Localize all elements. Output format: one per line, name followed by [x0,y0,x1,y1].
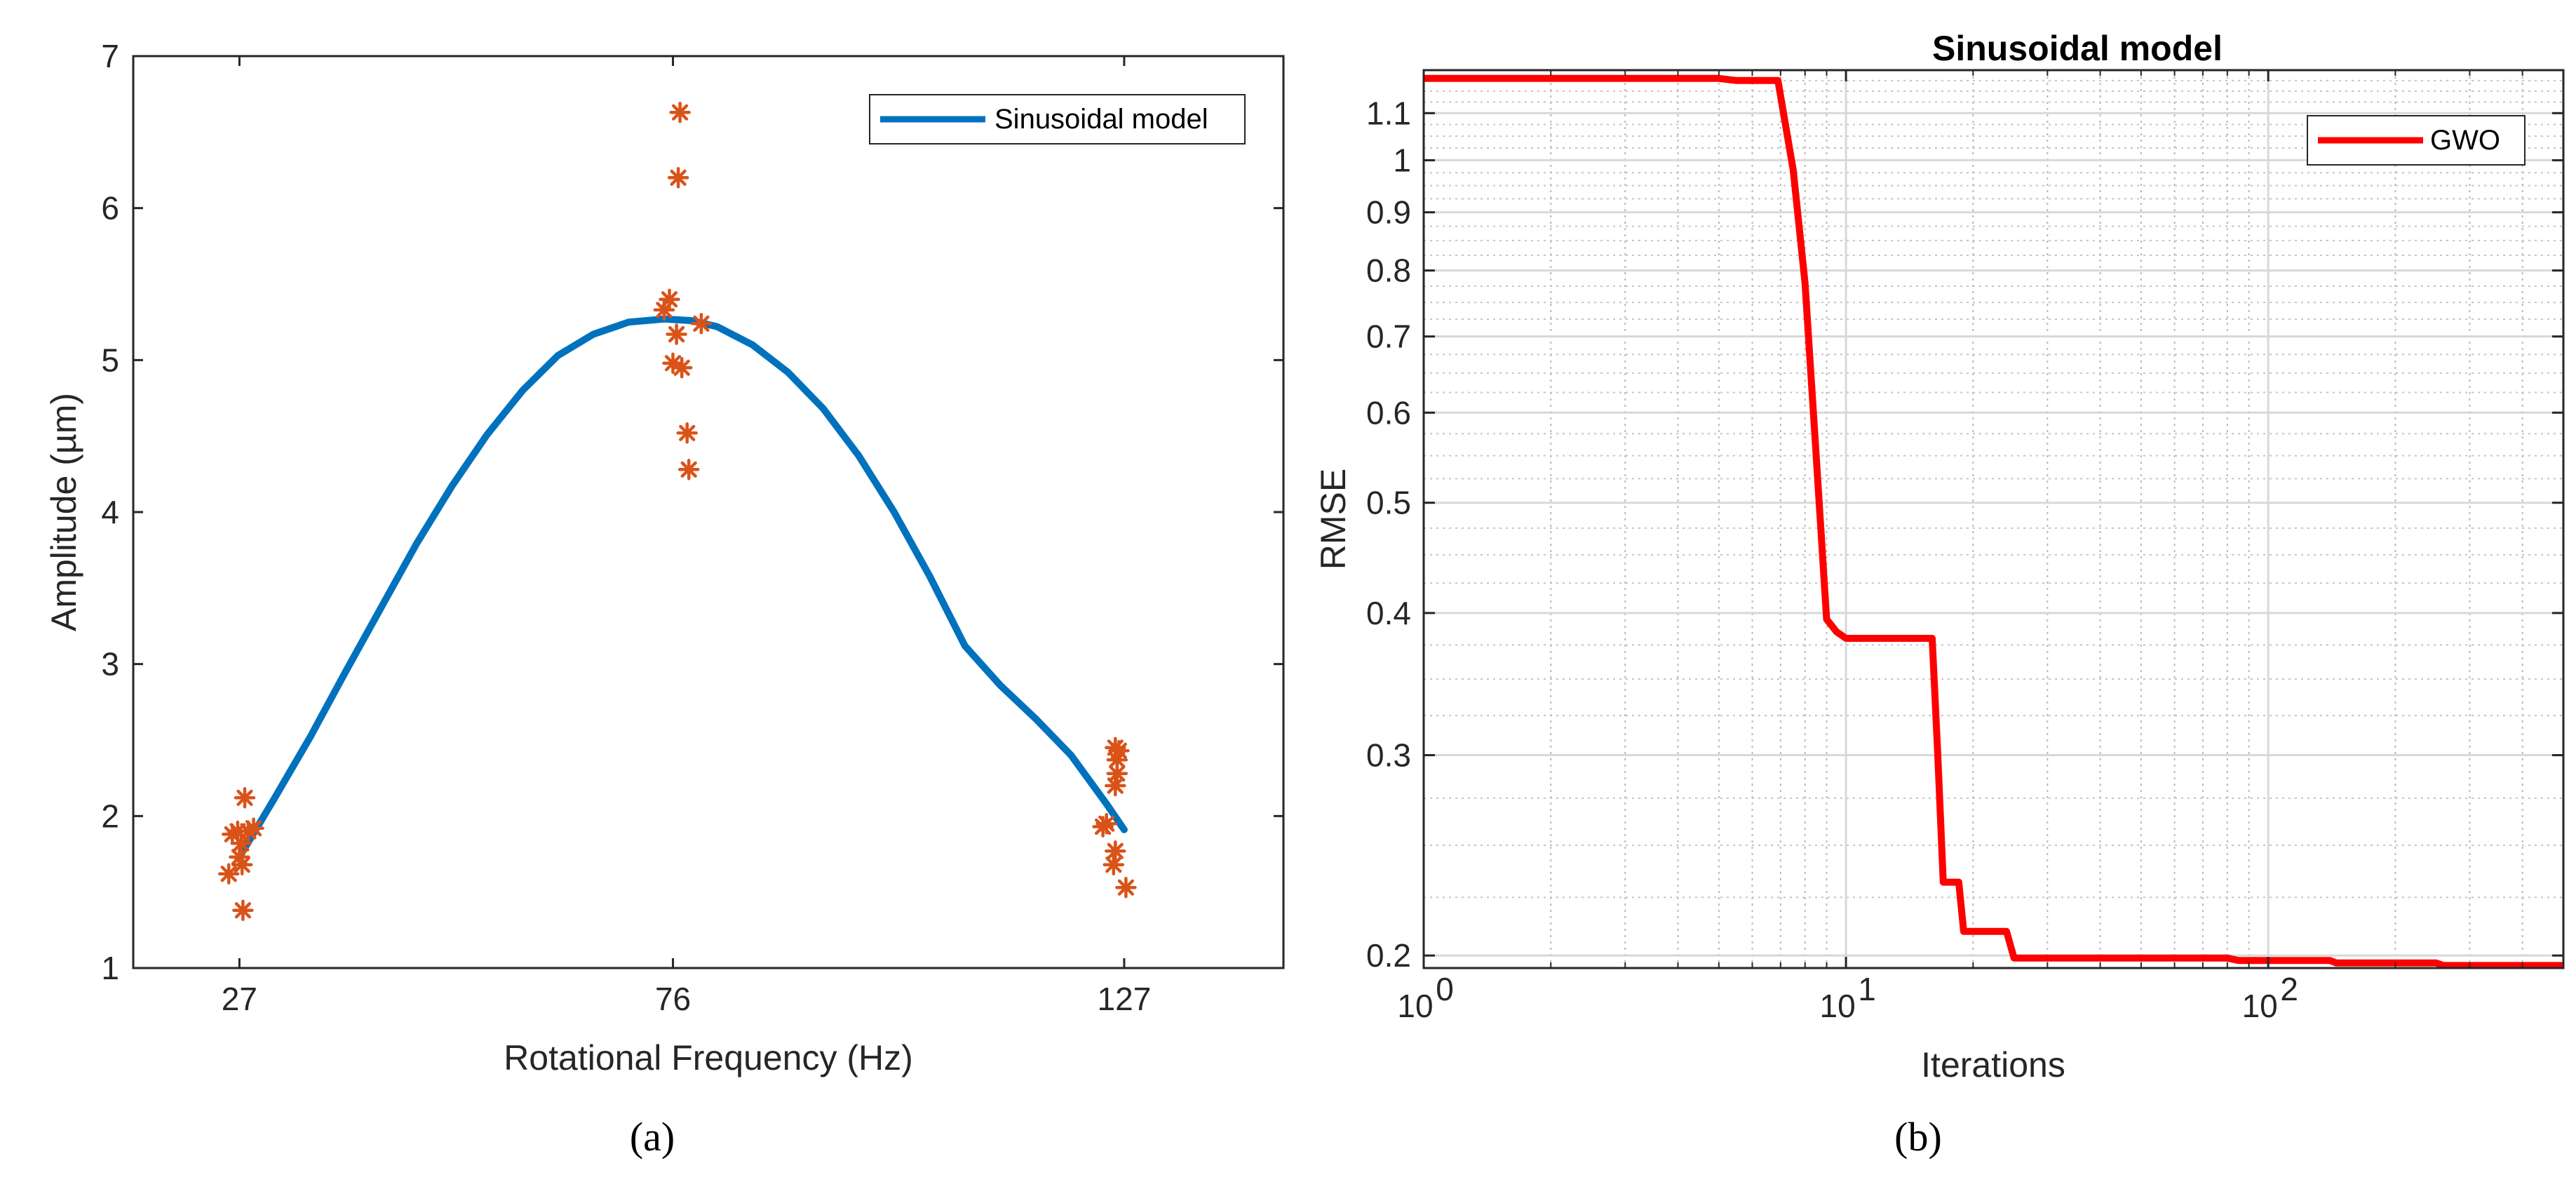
panel-a-data-point [232,899,254,921]
panel-a-data-point-stroke [693,315,710,332]
panel-a-data-point-stroke [668,325,685,343]
panel-a-data-point [217,863,240,885]
panel-b-ytick-label: 0.8 [1366,253,1411,289]
panel-b-ytick-label: 1.1 [1366,95,1411,131]
panel-a-data-point [1095,812,1117,835]
panel-a-data-point-stroke [664,355,682,372]
panel-a-data-point-stroke [671,104,689,121]
panel-b-axes-box [1422,69,2565,969]
panel-a-data-point-stroke [1109,765,1126,782]
panel-b-ytick-label: 0.4 [1366,595,1411,631]
panel-a-caption: (a) [630,1114,675,1160]
panel-a-ytick-label: 7 [101,38,119,74]
panel-a-ytick-label: 1 [101,950,119,986]
panel-a-data-point-stroke [680,461,697,478]
panel-a-data-point [231,854,253,875]
panel-a-ylabel: Amplitude (µm) [44,393,83,631]
panel-b-legend: GWO [2307,115,2526,166]
panel-a-data-point [670,356,693,379]
panel-a-data-point [676,422,698,444]
panel-a-data-point-stroke [670,169,687,186]
panel-a-ytick-label: 2 [101,798,119,834]
panel-a-data-point-stroke [1105,857,1122,873]
panel-a-data-point-stroke [661,291,678,308]
panel-a-legend-label: Sinusoidal model [994,104,1208,135]
panel-a-data-point-stroke [245,820,262,837]
panel-a-data-point [667,167,689,189]
panel-a-xtick-label: 27 [222,981,257,1017]
panel-a-axes-box [132,55,1285,969]
panel-b-caption: (b) [1894,1114,1942,1160]
panel-a-data-point [230,833,252,854]
panel-a-legend: Sinusoidal model [869,94,1246,145]
panel-b-xlabel: Iterations [1921,1045,2065,1084]
panel-b-ytick-label: 0.5 [1366,485,1411,521]
panel-a-data-point-stroke [1110,742,1128,759]
panel-a-ytick-label: 5 [101,342,119,378]
panel-b-xtick-exponent: 2 [2280,971,2298,1007]
panel-b-ytick-label: 0.3 [1366,737,1411,774]
panel-b-legend-label: GWO [2430,125,2500,156]
panel-a-xlabel: Rotational Frequency (Hz) [504,1038,913,1077]
panel-a-data-point-stroke [673,359,690,376]
panel-a-xtick-label: 76 [655,981,691,1017]
panel-b-ytick-label: 0.6 [1366,394,1411,431]
panel-b-xtick-label: 10 [2242,988,2278,1024]
panel-a-data-point [234,787,256,809]
panel-a-data-point [666,323,687,345]
panel-a-data-point [1105,774,1126,797]
panel-a-data-point-stroke [236,789,253,806]
panel-b-ytick-label: 0.2 [1366,937,1411,974]
panel-a-data-point-stroke [1107,777,1124,794]
panel-b-ytick-label: 0.7 [1366,318,1411,355]
panel-b-xtick-exponent: 0 [1436,971,1454,1007]
panel-a-data-point [1108,739,1130,762]
panel-a-data-point [659,288,680,310]
panel-a-ytick-label: 6 [101,190,119,227]
panel-b-xtick-label: 10 [1397,988,1433,1024]
panel-a-data-point [677,459,700,481]
panel-a-data-point-stroke [234,857,250,873]
panel-a-ytick-label: 4 [101,494,119,530]
panel-b: Sinusoidal model 10 0 10 1 10 20.20.30.40.50.… [1314,29,2565,1160]
panel-a-ytick-label: 3 [101,646,119,683]
panel-b-xtick-exponent: 1 [1858,971,1876,1007]
panel-b-xtick-label: 10 [1819,988,1855,1024]
panel-a-data-point-stroke [679,424,696,441]
panel-a-data-point-stroke [1098,815,1115,832]
panel-a-data-point-stroke [1117,879,1135,896]
panel-a-data-point-stroke [233,835,250,852]
panel-b-ytick-label: 1 [1393,142,1411,178]
panel-b-ytick-label: 0.9 [1366,194,1411,231]
panel-a-data-point-stroke [1107,842,1124,859]
panel-a-data-point [690,313,713,335]
panel-a-data-point-stroke [234,902,252,919]
panel-a-data-point [1102,854,1125,875]
panel-a-xtick-label: 127 [1098,981,1152,1017]
panel-a-data-point [1105,840,1126,862]
panel-b-title: Sinusoidal model [1932,29,2223,68]
panel-a-data-point [243,817,264,839]
panel-a: 1 2 3 4 5 6 7 27 76 127 Sinusoidal model Rotation… [44,38,1285,1160]
panel-b-ylabel: RMSE [1314,469,1353,570]
panel-a-model-curve [236,315,1128,861]
panel-a-data-point [1115,876,1137,899]
panel-a-data-point-stroke [220,866,237,882]
panel-a-data-point [669,101,691,123]
panel-a-data-point-stroke [231,849,248,866]
